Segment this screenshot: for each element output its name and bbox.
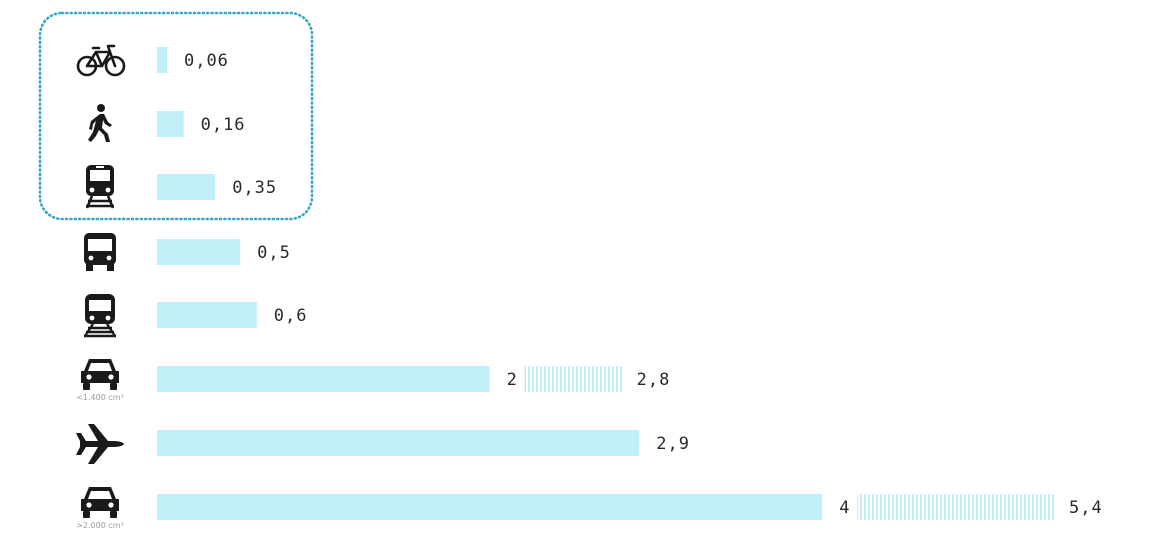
value-label: 2: [507, 370, 518, 390]
airplane-icon: [76, 424, 124, 464]
bar: [157, 494, 823, 520]
train-icon: [84, 163, 116, 210]
range-bar: [524, 366, 623, 392]
value-label: 0,35: [232, 178, 277, 198]
pedestrian-icon: [88, 104, 112, 142]
range-max-label: 5,4: [1069, 498, 1103, 518]
low-emission-highlight-frame: [38, 11, 314, 221]
bar: [157, 366, 490, 392]
category-sublabel: >2.000 cm³: [76, 521, 124, 530]
car-icon: [81, 359, 119, 390]
bus-icon: [84, 233, 116, 271]
bicycle-icon: [76, 44, 126, 77]
value-label: 0,6: [274, 306, 308, 326]
category-sublabel: <1.400 cm³: [76, 393, 124, 402]
bar: [157, 302, 257, 328]
car-icon: [81, 487, 119, 518]
range-max-label: 2,8: [637, 370, 671, 390]
tram-icon: [82, 292, 118, 338]
bar: [157, 239, 241, 265]
bar: [157, 174, 216, 200]
bar: [157, 111, 184, 137]
range-bar: [857, 494, 1056, 520]
value-label: 4: [839, 498, 850, 518]
value-label: 2,9: [656, 434, 690, 454]
bar: [157, 47, 167, 73]
value-label: 0,16: [201, 115, 246, 135]
value-label: 0,5: [257, 243, 291, 263]
value-label: 0,06: [184, 51, 229, 71]
bar: [157, 430, 640, 456]
